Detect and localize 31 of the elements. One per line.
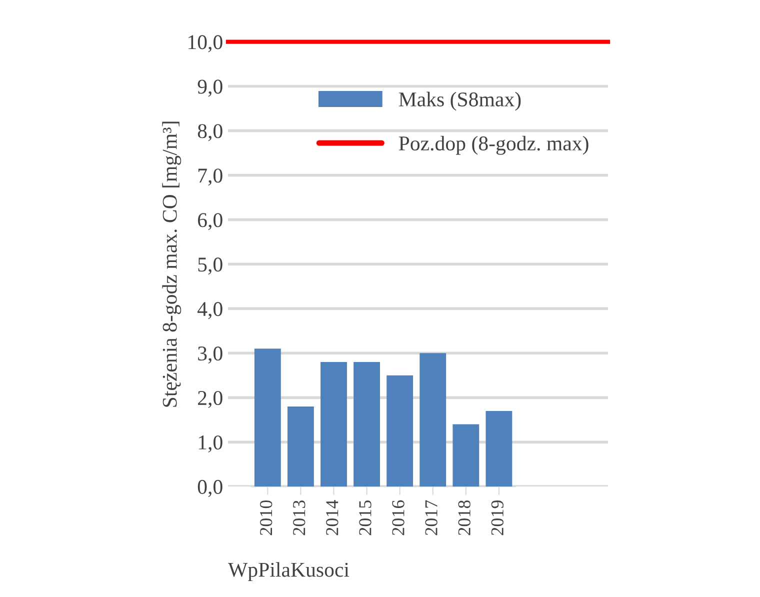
bar bbox=[452, 424, 480, 487]
x-tick-label: 2014 bbox=[326, 500, 338, 536]
y-tick-label: 5,0 bbox=[198, 258, 222, 275]
y-tick-label: 9,0 bbox=[198, 80, 222, 97]
y-tick-label: 0,0 bbox=[198, 480, 222, 497]
x-tick-label: 2017 bbox=[425, 500, 438, 536]
y-tick-label: 4,0 bbox=[198, 302, 222, 320]
x-tick-label: 2018 bbox=[458, 500, 470, 536]
bar bbox=[354, 362, 380, 487]
y-tick-label: 6,0 bbox=[198, 213, 222, 230]
x-tick-label: 2019 bbox=[491, 500, 504, 536]
y-tick-label: 2,0 bbox=[198, 390, 222, 408]
y-tick-label: 10,0 bbox=[188, 35, 222, 52]
bar bbox=[386, 375, 414, 487]
legend-label: Maks (S8max) bbox=[398, 92, 521, 111]
bar bbox=[254, 348, 281, 487]
y-tick-label: 8,0 bbox=[198, 124, 222, 142]
x-tick-label: 2010 bbox=[260, 500, 272, 536]
y-tick-label: 3,0 bbox=[198, 346, 222, 364]
y-tick-label: 7,0 bbox=[198, 168, 222, 186]
x-tick-label: 2013 bbox=[293, 500, 306, 536]
x-axis-title: WpPilaKusoci bbox=[228, 562, 350, 582]
bar bbox=[287, 406, 314, 487]
legend-label: Poz.dop (8-godz. max) bbox=[398, 136, 588, 155]
bar bbox=[320, 362, 347, 487]
bar bbox=[486, 410, 512, 487]
y-tick-label: 1,0 bbox=[198, 435, 222, 453]
y-axis-title: Stężenia 8-godz max. CO [mg/m³] bbox=[162, 122, 182, 407]
x-tick-label: 2016 bbox=[392, 500, 404, 536]
bar bbox=[420, 353, 446, 487]
x-tick-label: 2015 bbox=[359, 500, 372, 536]
